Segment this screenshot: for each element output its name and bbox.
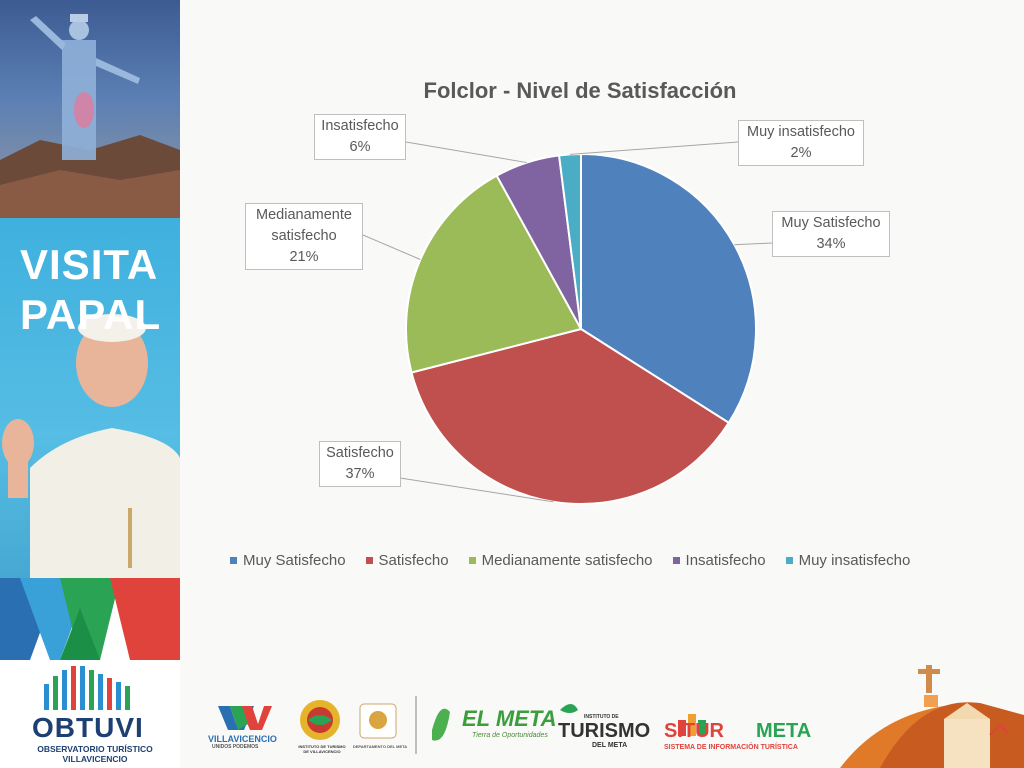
leader-line bbox=[405, 141, 528, 164]
title-line-1: VISITA bbox=[20, 241, 159, 288]
pie-slice-insatisfecho bbox=[495, 154, 582, 330]
legend-swatch bbox=[365, 557, 373, 564]
logo-situr: SITUR bbox=[664, 720, 724, 742]
sidebar: VISITA PAPAL OBTUVI OBSERVATORIO TURÍSTI… bbox=[0, 0, 180, 768]
statue-illustration bbox=[0, 14, 180, 218]
title-line-2: PAPAL bbox=[20, 291, 162, 338]
data-label-muy-insatisfecho: Muy insatisfecho 2% bbox=[738, 120, 864, 166]
data-label-pct: 34% bbox=[816, 236, 846, 252]
partner-logos: VILLAVICENCIO UNIDOS PODEMOS INSTITUTO D… bbox=[200, 690, 820, 760]
legend-item: Insatisfecho bbox=[672, 552, 766, 569]
logo-departamento-meta: DEPARTAMENTO DEL META bbox=[352, 744, 408, 749]
data-label-insatisfecho: Insatisfecho 6% bbox=[314, 114, 406, 160]
cathedral-illustration bbox=[840, 665, 1024, 768]
legend-item: Medianamente satisfecho bbox=[468, 552, 653, 569]
data-label-text: Medianamente satisfecho bbox=[256, 207, 352, 244]
logo-turismo-pre: INSTITUTO DE bbox=[584, 714, 619, 720]
data-label-satisfecho: Satisfecho 37% bbox=[319, 441, 401, 487]
pope-illustration bbox=[2, 314, 180, 580]
legend-swatch bbox=[468, 557, 476, 564]
chart-title: Folclor - Nivel de Satisfacción bbox=[423, 78, 737, 103]
logo-el-meta-sub: Tierra de Oportunidades bbox=[472, 732, 548, 739]
pie-slice-muy-insatisfecho bbox=[557, 152, 582, 330]
legend-item: Muy Satisfecho bbox=[230, 552, 346, 569]
legend-label: Medianamente satisfecho bbox=[481, 552, 653, 569]
pie-slice-medianamente-satisfecho bbox=[405, 174, 583, 374]
logo-instituto-villavicencio: INSTITUTO DE TURISMO DE VILLAVICENCIO bbox=[298, 744, 346, 754]
statue-photo bbox=[0, 0, 180, 218]
logo-turismo-del-meta: TURISMO bbox=[558, 720, 651, 742]
pie-slice-muy-satisfecho bbox=[580, 152, 757, 425]
logo-turismo-sub: DEL META bbox=[592, 742, 628, 749]
legend-swatch bbox=[230, 557, 237, 564]
obtuvi-sub-1: OBSERVATORIO TURÍSTICO bbox=[37, 744, 153, 754]
logo-situr-sub: SISTEMA DE INFORMACIÓN TURÍSTICA bbox=[664, 744, 798, 751]
obtuvi-bars-icon bbox=[44, 666, 130, 710]
data-label-text: Muy insatisfecho bbox=[747, 124, 855, 140]
data-label-pct: 6% bbox=[349, 139, 371, 155]
legend-item: Satisfecho bbox=[365, 552, 449, 569]
color-bands bbox=[0, 578, 180, 660]
logo-el-meta: EL META bbox=[462, 706, 557, 731]
logo-situr-meta: META bbox=[756, 720, 812, 742]
logos-graphics bbox=[218, 696, 706, 754]
visita-papal-title: VISITA PAPAL bbox=[20, 240, 180, 340]
data-label-pct: 21% bbox=[289, 249, 319, 265]
data-label-text: Muy Satisfecho bbox=[781, 215, 881, 231]
data-label-muy-satisfecho: Muy Satisfecho 34% bbox=[772, 211, 890, 257]
data-label-text: Satisfecho bbox=[326, 445, 394, 461]
data-label-pct: 37% bbox=[345, 466, 375, 482]
obtuvi-logo-area bbox=[0, 660, 180, 768]
legend-label: Insatisfecho bbox=[685, 552, 766, 569]
legend-label: Muy insatisfecho bbox=[798, 552, 911, 569]
legend-label: Muy Satisfecho bbox=[243, 552, 346, 569]
pie-slice-satisfecho bbox=[410, 327, 731, 505]
obtuvi-logo-text: OBTUVI bbox=[32, 712, 144, 743]
visita-papal-panel bbox=[0, 218, 180, 580]
data-label-pct: 2% bbox=[790, 145, 812, 161]
leader-line bbox=[734, 242, 773, 246]
obtuvi-sub-2: VILLAVICENCIO bbox=[62, 754, 128, 764]
logo-villavicencio: VILLAVICENCIO bbox=[208, 734, 277, 744]
logo-villavicencio-sub: UNIDOS PODEMOS bbox=[212, 744, 259, 750]
legend-swatch bbox=[785, 557, 793, 564]
leader-line bbox=[399, 477, 554, 503]
legend-swatch bbox=[672, 557, 680, 564]
chart-legend: Muy Satisfecho Satisfecho Medianamente s… bbox=[230, 552, 970, 569]
leader-line bbox=[569, 141, 739, 155]
legend-label: Satisfecho bbox=[378, 552, 449, 569]
leader-line bbox=[362, 234, 421, 260]
legend-item: Muy insatisfecho bbox=[785, 552, 911, 569]
data-label-text: Insatisfecho bbox=[321, 118, 399, 134]
obtuvi-subtitle: OBSERVATORIO TURÍSTICO VILLAVICENCIO bbox=[30, 744, 160, 764]
data-label-medianamente-satisfecho: Medianamente satisfecho 21% bbox=[245, 203, 363, 270]
